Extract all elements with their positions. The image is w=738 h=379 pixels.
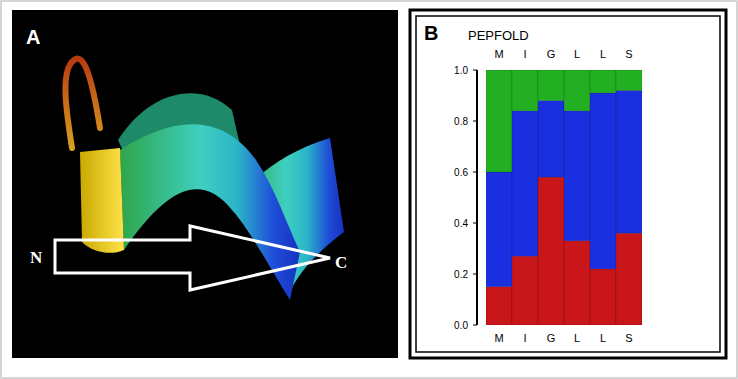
bar-segment xyxy=(616,233,642,325)
x-tick-label-bottom: S xyxy=(625,332,632,344)
bar-segment xyxy=(486,287,512,325)
bar-segment xyxy=(538,101,564,178)
x-tick-label-top: L xyxy=(574,48,580,60)
x-tick-label-top: M xyxy=(494,48,503,60)
c-terminus-label: C xyxy=(335,253,347,272)
bar-segment xyxy=(616,90,642,233)
bar-segment xyxy=(512,256,538,325)
outer-frame xyxy=(1,1,737,378)
bar-segment xyxy=(616,70,642,90)
panel-label: A xyxy=(26,26,40,48)
bar-segment xyxy=(538,70,564,101)
ribbon-start xyxy=(80,148,124,253)
y-tick-label: 0.2 xyxy=(454,269,468,280)
x-tick-label-top: I xyxy=(523,48,526,60)
bar-segment xyxy=(590,70,616,93)
direction-arrow xyxy=(55,226,330,290)
panel-b-frame xyxy=(410,10,726,358)
x-tick-label-top: S xyxy=(625,48,632,60)
panel-label: B xyxy=(424,22,438,44)
chart-title: PEPFOLD xyxy=(468,28,529,43)
bar-segment xyxy=(538,177,564,325)
y-tick-label: 0.8 xyxy=(454,116,468,127)
bar-segment xyxy=(590,93,616,269)
y-tick xyxy=(473,223,477,224)
x-tick-label-top: G xyxy=(547,48,556,60)
bar-segment xyxy=(564,111,590,241)
figure: A N C B PEPFOLD 0.0 0.2 0.4 0.6 0.8 1.0 M M I I G G L L L L S… xyxy=(0,0,738,379)
x-tick-label-bottom: M xyxy=(494,332,503,344)
y-axis-line xyxy=(476,70,478,325)
y-tick-label: 1.0 xyxy=(454,65,468,76)
bar-segment xyxy=(486,172,512,287)
bar-segment xyxy=(564,70,590,111)
x-tick-label-bottom: G xyxy=(547,332,556,344)
y-tick xyxy=(473,70,477,71)
x-tick-label-bottom: L xyxy=(574,332,580,344)
bar-segment xyxy=(564,241,590,325)
bar-segment xyxy=(512,111,538,256)
y-tick xyxy=(473,121,477,122)
x-tick-label-bottom: L xyxy=(600,332,606,344)
y-tick xyxy=(473,325,477,326)
y-tick xyxy=(473,172,477,173)
y-tick xyxy=(473,274,477,275)
bar-segment xyxy=(512,70,538,111)
y-tick-label: 0.0 xyxy=(454,320,468,331)
n-terminus-label: N xyxy=(30,248,43,267)
y-tick-label: 0.6 xyxy=(454,167,468,178)
x-tick-label-top: L xyxy=(600,48,606,60)
panel-a-background xyxy=(12,10,398,358)
panel-b-inner-frame xyxy=(416,16,720,352)
bars xyxy=(486,70,642,325)
bar-segment xyxy=(486,70,512,172)
bar-segment xyxy=(590,269,616,325)
coil-tail xyxy=(65,59,100,148)
y-tick-label: 0.4 xyxy=(454,218,468,229)
x-tick-label-bottom: I xyxy=(523,332,526,344)
